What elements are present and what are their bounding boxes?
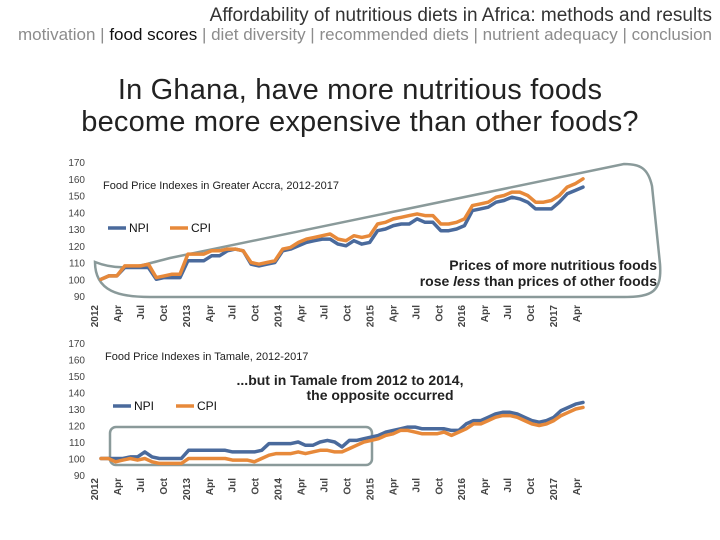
- x-tick-label: Oct: [159, 304, 170, 321]
- chart-title: Food Price Indexes in Greater Accra, 201…: [103, 180, 339, 192]
- x-tick-label: Jul: [228, 478, 239, 493]
- y-tick-label: 140: [68, 208, 85, 219]
- x-tick-label: Apr: [572, 305, 583, 322]
- x-tick-label: 2015: [365, 305, 376, 328]
- x-tick-label: Apr: [205, 305, 216, 322]
- legend-label-npi: NPI: [134, 399, 154, 413]
- nav-item-motivation[interactable]: motivation: [17, 25, 96, 44]
- legend-label-cpi: CPI: [197, 399, 217, 413]
- x-tick-label: 2017: [549, 305, 560, 328]
- x-tick-label: Jul: [320, 478, 331, 493]
- y-tick-label: 140: [68, 389, 85, 400]
- nav-item-diet-diversity[interactable]: diet diversity: [211, 25, 306, 44]
- x-tick-label: Jul: [136, 305, 147, 320]
- chart-tamale: 90 100 110 120 130 140 150 160 170 2012 Apr Jul Oct 2…: [68, 339, 585, 501]
- y-tick-label: 150: [68, 372, 85, 383]
- x-tick-label: 2016: [457, 305, 468, 328]
- x-tick-label: 2016: [457, 478, 468, 501]
- x-tick-label: Apr: [480, 478, 491, 495]
- legend-label-npi: NPI: [129, 221, 149, 235]
- x-tick-label: Apr: [113, 305, 124, 322]
- x-tick-label: Oct: [342, 304, 353, 321]
- x-tick-label: 2013: [182, 478, 193, 501]
- highlight-outline: [108, 425, 374, 467]
- x-tick-label: Jul: [228, 305, 239, 320]
- x-tick-label: Jul: [320, 305, 331, 320]
- nav-item-conclusion[interactable]: conclusion: [631, 25, 712, 44]
- x-tick-label: Apr: [388, 305, 399, 322]
- x-tick-label: Jul: [136, 478, 147, 493]
- y-tick-label: 110: [69, 438, 85, 449]
- slide-title-line-2: become more expensive than other foods?: [81, 106, 639, 138]
- annotation-line-1: ...but in Tamale from 2012 to 2014,: [237, 372, 464, 388]
- x-tick-label: Oct: [526, 304, 537, 321]
- x-tick-label: 2012: [90, 305, 101, 328]
- y-tick-label: 100: [68, 455, 85, 466]
- annotation-text: than prices of other foods: [480, 273, 657, 289]
- annotation-emphasis: less: [453, 273, 480, 289]
- x-tick-label: Apr: [297, 478, 308, 495]
- y-tick-label: 100: [68, 275, 85, 286]
- x-tick-label: Oct: [159, 477, 170, 494]
- x-tick-label: Apr: [480, 305, 491, 322]
- x-tick-label: 2014: [274, 305, 285, 328]
- y-tick-label: 90: [74, 292, 86, 303]
- x-tick-label: Jul: [503, 478, 514, 493]
- x-tick-label: Oct: [342, 477, 353, 494]
- x-tick-label: 2012: [90, 478, 101, 501]
- series-line-cpi: [99, 405, 585, 466]
- header-title: Affordability of nutritious diets in Afr…: [209, 5, 712, 26]
- section-nav: motivation | food scores | diet diversit…: [4, 25, 712, 44]
- slide-title-line-1: In Ghana, have more nutritious foods: [117, 74, 603, 106]
- x-tick-label: Apr: [572, 478, 583, 495]
- annotation-text: rose: [420, 273, 453, 289]
- chart-accra: 90 100 110 120 130 140 150 160 170 2012 Apr Jul Oct 2…: [68, 158, 662, 328]
- legend-label-cpi: CPI: [191, 221, 211, 235]
- y-tick-label: 90: [74, 471, 86, 482]
- y-tick-label: 160: [68, 175, 85, 186]
- x-tick-label: Oct: [526, 477, 537, 494]
- nav-separator: |: [617, 25, 632, 44]
- y-tick-label: 120: [68, 242, 85, 253]
- nav-separator: |: [305, 25, 320, 44]
- nav-separator: |: [468, 25, 483, 44]
- x-tick-label: Apr: [297, 305, 308, 322]
- y-tick-label: 120: [68, 422, 85, 433]
- x-tick-label: Jul: [503, 305, 514, 320]
- nav-item-food-scores[interactable]: food scores: [109, 25, 198, 44]
- nav-item-nutrient-adequacy[interactable]: nutrient adequacy: [482, 25, 618, 44]
- highlight-outline: [93, 162, 662, 299]
- x-tick-label: Jul: [411, 478, 422, 493]
- y-tick-label: 150: [68, 192, 85, 203]
- nav-item-recommended-diets[interactable]: recommended diets: [319, 25, 469, 44]
- x-tick-label: 2013: [182, 305, 193, 328]
- x-tick-label: Apr: [388, 478, 399, 495]
- y-tick-label: 130: [68, 405, 85, 416]
- x-tick-label: Oct: [251, 477, 262, 494]
- y-tick-label: 130: [68, 225, 85, 236]
- x-tick-label: Jul: [411, 305, 422, 320]
- y-tick-label: 170: [68, 339, 85, 350]
- annotation-line-2: the opposite occurred: [306, 387, 453, 403]
- x-tick-label: 2015: [365, 478, 376, 501]
- x-tick-label: Oct: [251, 304, 262, 321]
- nav-separator: |: [197, 25, 212, 44]
- chart-title: Food Price Indexes in Tamale, 2012-2017: [105, 351, 308, 363]
- annotation-line-1: Prices of more nutritious foods: [449, 257, 657, 273]
- series-line-npi: [99, 400, 585, 461]
- nav-separator: |: [95, 25, 110, 44]
- series-line-cpi: [99, 177, 585, 282]
- x-tick-label: Oct: [434, 304, 445, 321]
- x-tick-label: 2014: [274, 478, 285, 501]
- x-tick-label: Apr: [205, 478, 216, 495]
- y-tick-label: 160: [68, 356, 85, 367]
- y-tick-label: 170: [68, 158, 85, 169]
- slide-title: In Ghana, have more nutritious foods bec…: [0, 74, 720, 138]
- annotation-line-2: rose less than prices of other foods: [420, 273, 657, 289]
- x-tick-label: 2017: [549, 478, 560, 501]
- y-tick-label: 110: [69, 259, 85, 270]
- x-tick-label: Oct: [434, 477, 445, 494]
- x-tick-label: Apr: [113, 478, 124, 495]
